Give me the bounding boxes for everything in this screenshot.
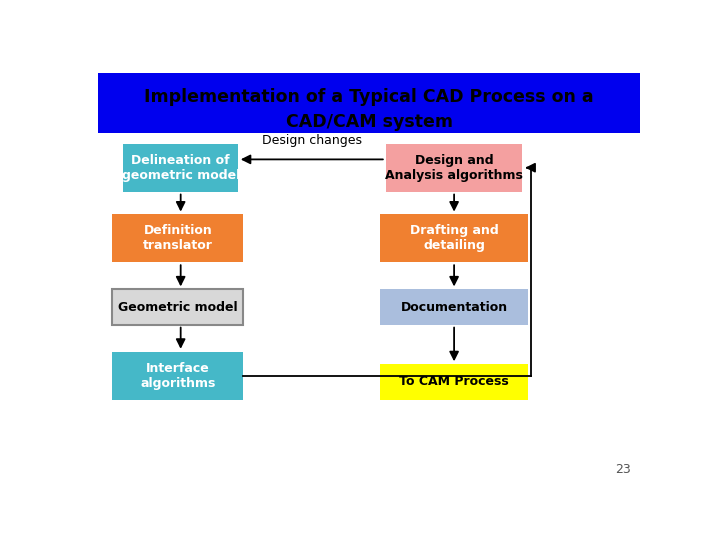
FancyBboxPatch shape — [112, 352, 243, 400]
Text: Design changes: Design changes — [262, 134, 362, 147]
FancyBboxPatch shape — [386, 144, 523, 192]
Text: 23: 23 — [616, 463, 631, 476]
FancyBboxPatch shape — [380, 289, 528, 325]
Text: To CAM Process: To CAM Process — [399, 375, 509, 388]
Text: CAD/CAM system: CAD/CAM system — [286, 113, 452, 131]
FancyBboxPatch shape — [380, 214, 528, 262]
Text: Documentation: Documentation — [400, 300, 508, 314]
FancyBboxPatch shape — [112, 214, 243, 262]
FancyBboxPatch shape — [380, 364, 528, 400]
Text: Design and
Analysis algorithms: Design and Analysis algorithms — [385, 154, 523, 182]
Text: Geometric model: Geometric model — [118, 300, 238, 314]
Bar — [99, 73, 639, 133]
Text: Definition
translator: Definition translator — [143, 225, 213, 252]
FancyBboxPatch shape — [112, 289, 243, 325]
FancyBboxPatch shape — [124, 144, 238, 192]
Text: Implementation of a Typical CAD Process on a: Implementation of a Typical CAD Process … — [144, 88, 594, 106]
Text: Interface
algorithms: Interface algorithms — [140, 362, 215, 390]
Text: Drafting and
detailing: Drafting and detailing — [410, 225, 498, 252]
Text: Delineation of
geometric model: Delineation of geometric model — [122, 154, 240, 182]
